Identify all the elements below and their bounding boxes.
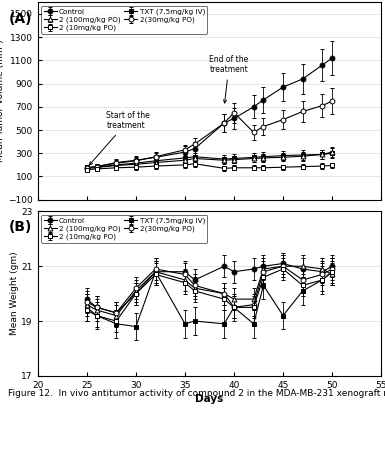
- Legend: Control, 2 (100mg/kg PO), 2 (10mg/kg PO), TXT (7.5mg/kg IV), 2(30mg/kg PO): Control, 2 (100mg/kg PO), 2 (10mg/kg PO)…: [42, 6, 208, 34]
- Y-axis label: Mean Weight (gm): Mean Weight (gm): [10, 252, 18, 335]
- X-axis label: Days: Days: [195, 394, 224, 404]
- Text: Figure 12.  In vivo antitumor activity of compound 2 in the MDA-MB-231 xenograft: Figure 12. In vivo antitumor activity of…: [8, 389, 385, 398]
- Y-axis label: Mean Tumor Volume (mm³): Mean Tumor Volume (mm³): [0, 40, 5, 163]
- Text: Start of the
treatment: Start of the treatment: [89, 111, 150, 165]
- Text: (B): (B): [9, 219, 32, 234]
- Text: (A): (A): [9, 12, 33, 26]
- Legend: Control, 2 (100mg/kg PO), 2 (10mg/kg PO), TXT (7.5mg/kg IV), 2(30mg/kg PO): Control, 2 (100mg/kg PO), 2 (10mg/kg PO)…: [42, 215, 208, 243]
- Text: End of the
treatment: End of the treatment: [209, 55, 249, 103]
